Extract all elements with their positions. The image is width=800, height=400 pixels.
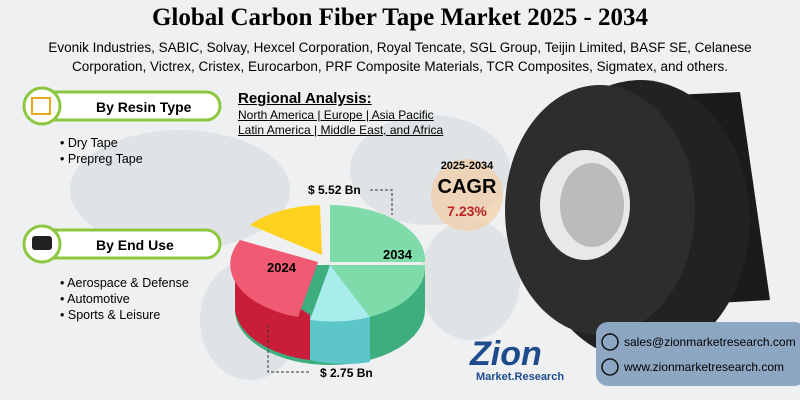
website: www.zionmarketresearch.com [624, 360, 785, 374]
slice-label: 2034 [383, 247, 412, 262]
title: Global Carbon Fiber Tape Market 2025 - 2… [151, 4, 649, 31]
list-item: • Automotive [60, 292, 130, 306]
slice-label: 2024 [267, 260, 296, 275]
email-icon [601, 333, 619, 351]
brand-name: Zion [470, 335, 542, 373]
item: Automotive [67, 292, 130, 306]
tape-roll [505, 80, 770, 360]
slice-value: $ 2.75 Bn [320, 366, 373, 380]
regional-line: North America | Europe | Asia Pacific [238, 108, 434, 122]
regional-line: Latin America | Middle East, and Africa [238, 123, 444, 137]
cagr-label: CAGR [437, 176, 497, 198]
segment-title: By End Use [96, 237, 174, 253]
callout-lines [267, 189, 393, 373]
contact-box [596, 322, 800, 386]
regional-title: Regional Analysis: [238, 90, 372, 107]
segment-pills [22, 86, 222, 264]
segment-title: By Resin Type [96, 99, 192, 115]
item: Prepreg Tape [67, 152, 143, 166]
item: Dry Tape [67, 136, 118, 150]
pie-3d [230, 204, 426, 365]
slice-value: $ 5.52 Bn [308, 183, 361, 197]
list-item: • Prepreg Tape [60, 152, 143, 166]
list-item: • Aerospace & Defense [60, 276, 189, 290]
segment-list: • Dry Tape • Prepreg Tape [60, 135, 143, 167]
segment-list: • Aerospace & Defense • Automotive • Spo… [60, 275, 189, 323]
cagr-value: 7.23% [447, 203, 487, 219]
list-item: • Dry Tape [60, 136, 118, 150]
brand-sub: Market.Research [476, 371, 565, 383]
web-icon [601, 358, 619, 376]
companies: Evonik Industries, SABIC, Solvay, Hexcel… [48, 40, 752, 55]
cagr-period: 2025-2034 [440, 160, 494, 172]
companies: Corporation, Victrex, Cristex, Eurocarbo… [71, 59, 728, 74]
list-item: • Sports & Leisure [60, 308, 161, 322]
item: Sports & Leisure [67, 308, 161, 322]
item: Aerospace & Defense [67, 276, 189, 290]
cagr-badge [431, 159, 503, 231]
email: sales@zionmarketresearch.com [624, 335, 796, 349]
